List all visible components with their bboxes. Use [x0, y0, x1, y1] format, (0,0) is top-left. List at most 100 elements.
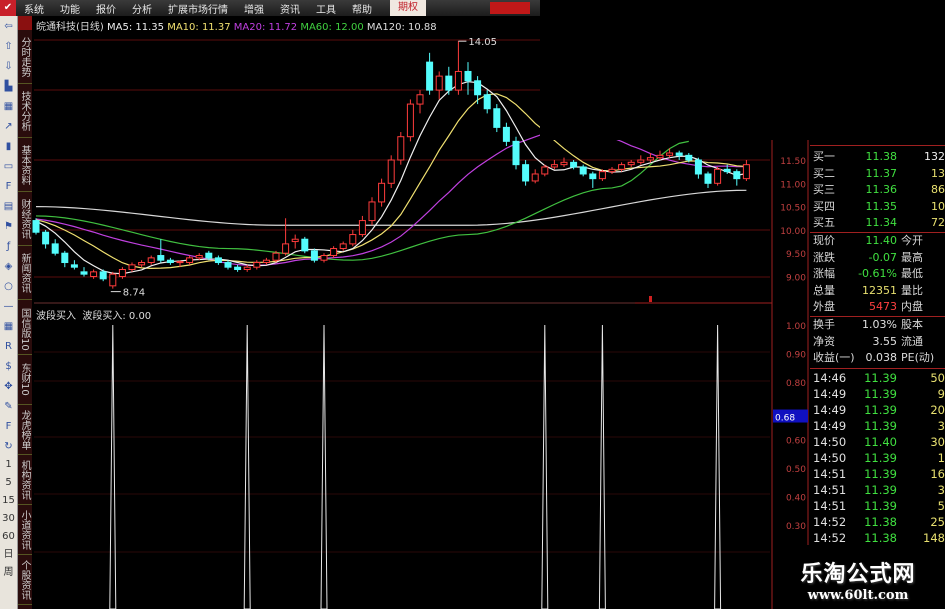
menu-quote[interactable]: 报价 — [96, 4, 116, 16]
grid-icon[interactable]: ▦ — [3, 100, 14, 112]
vtab-top-2[interactable]: 基本资料 — [18, 138, 32, 192]
candle-body — [109, 273, 117, 287]
menu-tools[interactable]: 工具 — [316, 4, 336, 16]
candle-up — [397, 132, 405, 165]
indicator-tick-label: 0.60 — [786, 436, 806, 446]
up-arrow-icon[interactable]: ⇧ — [4, 40, 13, 52]
tick-row: 14:50 11.40 30 — [810, 434, 945, 450]
candle-down — [99, 269, 107, 282]
vtab-bottom-2[interactable]: 龙虎榜单 — [18, 405, 32, 455]
candle-body — [714, 168, 722, 184]
candle-down — [675, 150, 683, 160]
candle-body — [598, 171, 606, 180]
line-chart-icon[interactable]: ↗ — [4, 120, 13, 132]
candle-body — [474, 80, 482, 96]
vtab-bottom-5[interactable]: 个股资讯 — [18, 555, 32, 605]
minus-icon[interactable]: — — [3, 300, 14, 312]
tick-time: 14:50 — [813, 435, 847, 449]
period-button-0[interactable]: 1 — [5, 459, 12, 470]
period-button-2[interactable]: 15 — [2, 495, 15, 506]
candle-up — [368, 197, 376, 226]
menu-news[interactable]: 资讯 — [280, 4, 300, 16]
fx-icon[interactable]: ƒ — [6, 240, 11, 252]
menu-function[interactable]: 功能 — [60, 4, 80, 16]
stat-row-label: 总量 — [813, 283, 835, 297]
pencil-icon[interactable]: ✎ — [4, 400, 13, 412]
group-icon[interactable]: ◈ — [4, 260, 13, 272]
f5-icon[interactable]: F — [5, 420, 12, 432]
candle-body — [406, 103, 414, 138]
candle-body — [570, 161, 578, 168]
indicator-name: 波段买入 — [36, 311, 76, 322]
tick-row: 14:46 11.39 50 — [810, 370, 945, 386]
stat-row: 涨幅 -0.61% 最低 — [810, 266, 945, 282]
period-button-4[interactable]: 60 — [2, 531, 15, 542]
tick-price: 11.39 — [864, 387, 897, 401]
vtab-bottom-0[interactable]: 国信版10 — [18, 305, 32, 355]
bar-chart-icon[interactable]: ▮ — [5, 140, 12, 152]
ma-header: 皖通科技(日线) MA5: 11.35 MA10: 11.37 MA20: 11… — [36, 18, 437, 33]
tick-price: 11.39 — [864, 483, 897, 497]
menu-system[interactable]: 系统 — [24, 4, 44, 16]
menu-enhance[interactable]: 增强 — [244, 4, 264, 16]
circle-icon[interactable]: ○ — [4, 280, 13, 292]
bid-row-right: 13 — [931, 166, 945, 180]
bid-row: 买二 11.37 13 — [810, 166, 945, 182]
ma60-label: MA60: 12.00 — [300, 22, 364, 33]
vtab-bottom-3[interactable]: 机构资讯 — [18, 455, 32, 505]
candle-body — [675, 152, 683, 156]
bid-row-value: 11.37 — [865, 166, 898, 180]
candle-down — [522, 160, 530, 186]
flag-icon[interactable]: ⚑ — [4, 220, 13, 232]
stat2-row: 净资 3.55 流通 — [810, 334, 945, 350]
period-button-5[interactable]: 日 — [3, 549, 14, 560]
stat2-row-value: 3.55 — [872, 334, 898, 348]
move-icon[interactable]: ✥ — [4, 380, 13, 392]
menu-analysis[interactable]: 分析 — [132, 4, 152, 16]
calendar-icon[interactable]: ▦ — [3, 320, 14, 332]
stat-row-label: 涨幅 — [813, 267, 835, 280]
vtab-top-4[interactable]: 新闻资讯 — [18, 246, 32, 300]
candle-down — [42, 229, 50, 249]
menu-extended-market[interactable]: 扩展市场行情 — [168, 4, 228, 16]
ma120-label: MA120: 10.88 — [366, 22, 437, 33]
candle-body — [214, 257, 222, 264]
period-button-6[interactable]: 周 — [3, 567, 14, 578]
buy-signal-spike — [320, 324, 328, 609]
rsi-icon[interactable]: R — [5, 340, 12, 352]
tick-time: 14:52 — [813, 531, 847, 545]
back-arrow-icon[interactable]: ⇦ — [4, 20, 13, 32]
window-icon[interactable]: ▭ — [3, 160, 14, 172]
note-icon[interactable]: ▤ — [3, 200, 14, 212]
candle-up — [262, 257, 270, 265]
vtab-bottom-1[interactable]: 东财10 — [18, 355, 32, 405]
occluded-region — [540, 0, 945, 140]
stat2-row-label: 净资 — [813, 334, 835, 348]
candle-body — [282, 243, 290, 254]
period-button-3[interactable]: 30 — [2, 513, 15, 524]
candle-up — [637, 155, 645, 165]
exit-button[interactable] — [490, 2, 530, 14]
money-icon[interactable]: $ — [5, 360, 12, 372]
down-arrow-icon[interactable]: ⇩ — [4, 60, 13, 72]
candle-down — [512, 136, 520, 170]
candle-body — [646, 157, 654, 161]
candle-up — [320, 253, 328, 263]
menu-help[interactable]: 帮助 — [352, 4, 372, 16]
candle-body — [541, 166, 549, 175]
vtab-top-0[interactable]: 分时走势 — [18, 30, 32, 84]
chart-icon[interactable]: ▙ — [4, 80, 13, 92]
vtab-bottom-4[interactable]: 小道资讯 — [18, 505, 32, 555]
candle-body — [685, 154, 693, 161]
candle-body — [90, 271, 98, 277]
vtab-top-3[interactable]: 财经资讯 — [18, 192, 32, 246]
vtab-arrow — [18, 16, 32, 30]
vtab-top-1[interactable]: 技术分析 — [18, 84, 32, 138]
stat-row-extra: 最低 — [901, 267, 923, 280]
candle-body — [157, 255, 165, 261]
period-button-1[interactable]: 5 — [5, 477, 12, 488]
menu-options[interactable]: 期权 — [390, 0, 426, 16]
refresh-icon[interactable]: ↻ — [4, 440, 13, 452]
candle-up — [666, 148, 674, 158]
f10-icon[interactable]: F — [5, 180, 12, 192]
